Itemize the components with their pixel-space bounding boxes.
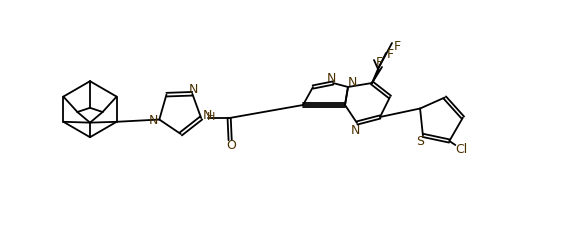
Text: H: H bbox=[207, 111, 215, 121]
Text: F: F bbox=[386, 47, 394, 60]
Text: N: N bbox=[347, 76, 357, 89]
Text: N: N bbox=[189, 83, 198, 96]
Text: N: N bbox=[327, 72, 336, 85]
Text: N: N bbox=[350, 123, 360, 136]
Text: Cl: Cl bbox=[455, 142, 467, 155]
Text: O: O bbox=[226, 138, 236, 151]
Text: S: S bbox=[416, 134, 424, 147]
Text: N: N bbox=[203, 109, 212, 122]
Text: N: N bbox=[149, 113, 159, 126]
Text: F: F bbox=[376, 55, 383, 68]
Text: F: F bbox=[394, 39, 400, 52]
